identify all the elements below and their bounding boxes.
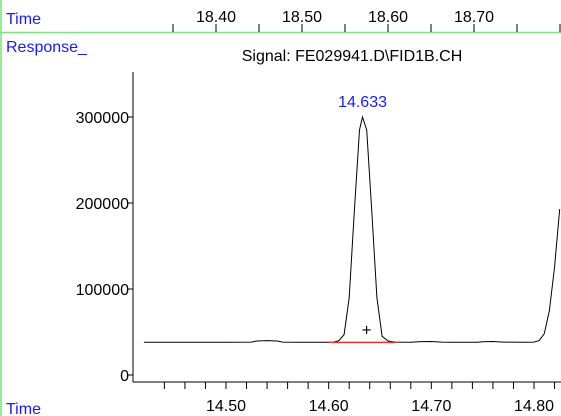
x-axis-title: Time bbox=[6, 401, 41, 416]
peak-plus-marker: + bbox=[362, 320, 372, 339]
axes: 0 100000 200000 300000 14.50 14.60 14.70 14.80 bbox=[76, 72, 561, 415]
y-tick-label: 0 bbox=[120, 368, 129, 385]
x-tick-group: 14.50 14.60 14.70 14.80 bbox=[163, 382, 556, 415]
top-tick-label: 18.40 bbox=[196, 9, 236, 26]
signal-trace bbox=[143, 115, 561, 343]
top-tick-label: 18.70 bbox=[454, 9, 494, 26]
y-tick-label: 300000 bbox=[76, 110, 129, 127]
y-axis-title: Response_ bbox=[6, 39, 88, 56]
x-tick-label: 14.70 bbox=[411, 398, 451, 415]
x-tick-label: 14.50 bbox=[206, 398, 246, 415]
chart-title: Signal: FE029941.D\FID1B.CH bbox=[242, 48, 463, 65]
top-time-axis-label: Time bbox=[6, 11, 41, 28]
top-tick-label: 18.60 bbox=[368, 9, 408, 26]
y-tick-label: 200000 bbox=[76, 196, 129, 213]
x-tick-label: 14.80 bbox=[514, 398, 554, 415]
x-tick-label: 14.60 bbox=[309, 398, 349, 415]
top-time-axis: Time 18.40 18.50 18.60 18.70 bbox=[6, 9, 561, 32]
top-tick-group: 18.40 18.50 18.60 18.70 bbox=[172, 9, 561, 32]
top-tick-label: 18.50 bbox=[282, 9, 322, 26]
y-tick-group: 0 100000 200000 300000 bbox=[76, 110, 133, 385]
peak-label: 14.633 bbox=[338, 94, 387, 111]
y-tick-label: 100000 bbox=[76, 282, 129, 299]
plot-area: 14.633 + bbox=[143, 94, 561, 344]
